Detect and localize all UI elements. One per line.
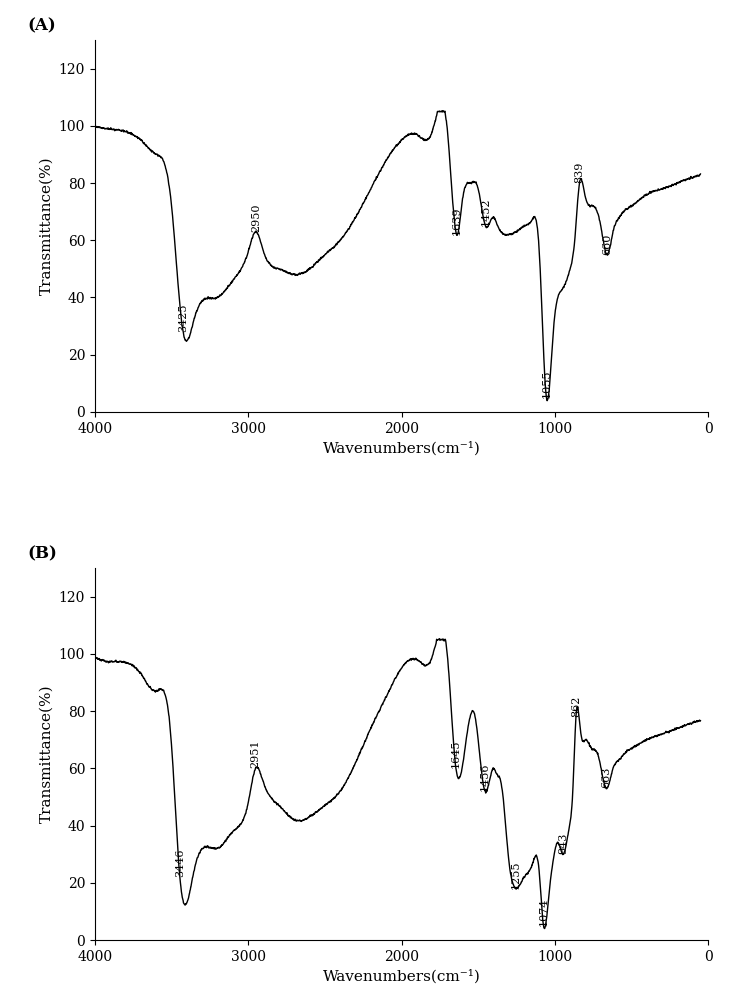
X-axis label: Wavenumbers(cm⁻¹): Wavenumbers(cm⁻¹) [323, 969, 480, 984]
Text: 1645: 1645 [451, 740, 461, 768]
Text: 1055: 1055 [542, 369, 551, 398]
Text: 663: 663 [602, 767, 612, 788]
Text: 2951: 2951 [250, 740, 261, 768]
Text: 839: 839 [575, 162, 585, 183]
Text: 1639: 1639 [452, 206, 462, 235]
Text: 1255: 1255 [511, 860, 520, 889]
Text: 2950: 2950 [251, 203, 261, 232]
Text: (A): (A) [28, 18, 56, 35]
Text: 943: 943 [558, 833, 569, 854]
X-axis label: Wavenumbers(cm⁻¹): Wavenumbers(cm⁻¹) [323, 441, 480, 456]
Text: 862: 862 [571, 695, 581, 717]
Text: 3446: 3446 [174, 849, 185, 877]
Text: 3425: 3425 [178, 303, 188, 332]
Text: (B): (B) [28, 546, 58, 563]
Y-axis label: Transmittance(%): Transmittance(%) [39, 157, 53, 295]
Y-axis label: Transmittance(%): Transmittance(%) [39, 685, 53, 823]
Text: 1452: 1452 [480, 197, 491, 226]
Text: 1074: 1074 [539, 897, 548, 926]
Text: 1456: 1456 [480, 763, 490, 791]
Text: 660: 660 [602, 233, 612, 255]
